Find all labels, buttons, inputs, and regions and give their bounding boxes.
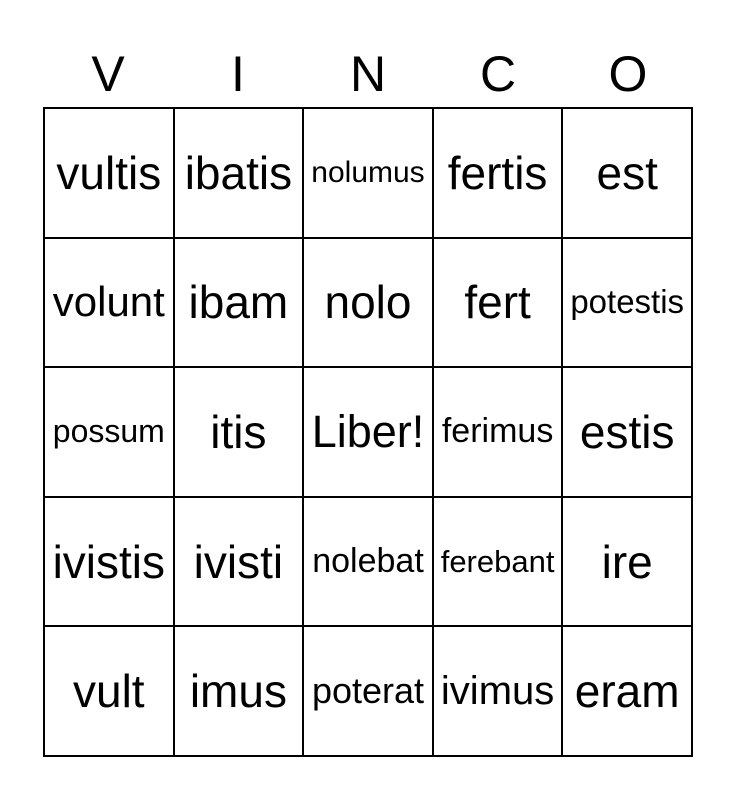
bingo-cell[interactable]: imus	[173, 626, 304, 756]
bingo-cell[interactable]: potestis	[562, 237, 692, 368]
bingo-header: V I N C O	[43, 44, 693, 104]
bingo-cell[interactable]: nolebat	[303, 496, 433, 627]
bingo-cell[interactable]: ferimus	[432, 367, 563, 497]
bingo-cell[interactable]: itis	[173, 367, 304, 497]
cell-word: ire	[601, 535, 653, 588]
bingo-cell[interactable]: eram	[562, 626, 692, 756]
cell-word: nolebat	[312, 542, 424, 581]
header-letter: C	[479, 46, 517, 102]
cell-word: fert	[464, 276, 531, 329]
bingo-cell[interactable]: vult	[44, 626, 174, 756]
bingo-cell[interactable]: possum	[44, 367, 174, 497]
bingo-cell[interactable]: fert	[432, 237, 563, 368]
bingo-cell[interactable]: ivistis	[44, 496, 174, 627]
bingo-cell[interactable]: ivisti	[173, 496, 304, 627]
bingo-cell[interactable]: nolumus	[303, 108, 433, 238]
cell-word: potestis	[570, 283, 685, 321]
cell-word: itis	[210, 405, 267, 458]
bingo-grid: vultis ibatis nolumus fertis est volunt ibam no…	[43, 107, 693, 757]
cell-word: ivisti	[193, 535, 284, 588]
bingo-cell[interactable]: est	[562, 108, 692, 238]
bingo-cell[interactable]: ibatis	[173, 108, 304, 238]
bingo-cell[interactable]: estis	[562, 367, 692, 497]
cell-word: vultis	[56, 146, 162, 199]
header-letter: O	[608, 46, 648, 102]
cell-word: est	[596, 146, 658, 199]
cell-word: nolo	[324, 276, 412, 329]
cell-word: poterat	[311, 670, 425, 712]
cell-word: ferimus	[441, 412, 554, 451]
cell-word: ferebant	[440, 543, 555, 579]
bingo-cell[interactable]: ivimus	[432, 626, 563, 756]
cell-word: imus	[189, 665, 287, 718]
bingo-cell[interactable]: Liber!	[303, 367, 433, 497]
bingo-cell[interactable]: nolo	[303, 237, 433, 368]
cell-word: fertis	[447, 146, 548, 199]
bingo-cell[interactable]: vultis	[44, 108, 174, 238]
cell-word: nolumus	[311, 155, 425, 189]
cell-word: estis	[579, 405, 675, 458]
header-letter: I	[231, 46, 245, 102]
cell-word: ibam	[188, 276, 289, 329]
bingo-cell[interactable]: volunt	[44, 237, 174, 368]
cell-word: ivistis	[52, 535, 166, 588]
cell-word: ibatis	[184, 146, 293, 199]
header-letter: N	[349, 46, 387, 102]
bingo-cell[interactable]: ire	[562, 496, 692, 627]
bingo-cell[interactable]: ferebant	[432, 496, 563, 627]
header-letter: V	[91, 46, 125, 102]
bingo-cell[interactable]: ibam	[173, 237, 304, 368]
cell-word: possum	[52, 413, 165, 450]
cell-word: ivimus	[440, 668, 555, 713]
cell-word: volunt	[52, 278, 165, 326]
bingo-cell[interactable]: fertis	[432, 108, 563, 238]
cell-word: vult	[73, 665, 145, 718]
bingo-cell[interactable]: poterat	[303, 626, 433, 756]
cell-word: Liber!	[311, 405, 425, 457]
cell-word: eram	[574, 665, 680, 718]
